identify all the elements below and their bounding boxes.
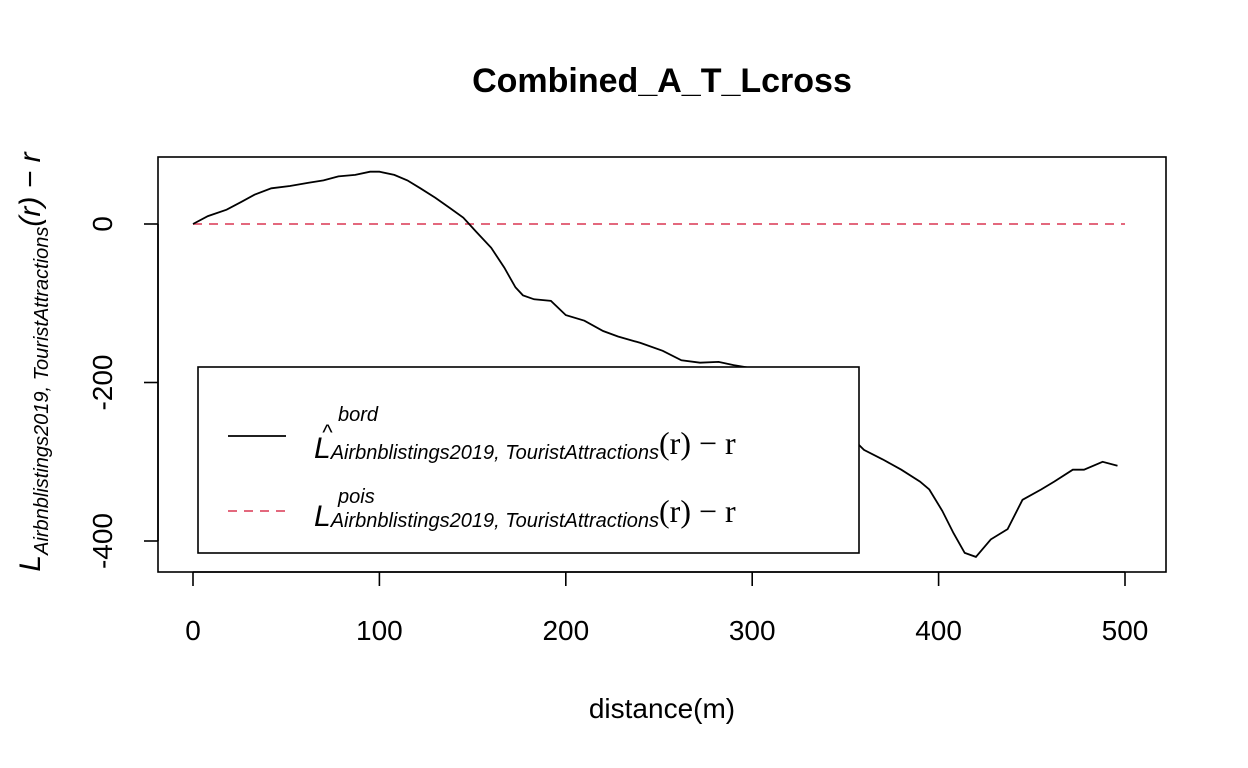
y-axis-label-suffix: (r) − r	[14, 151, 47, 226]
x-tick-label: 400	[915, 615, 962, 646]
series-line-bord	[192, 170, 1118, 558]
legend-entry-bord-base: L	[314, 432, 331, 465]
x-tick-label: 200	[542, 615, 589, 646]
legend-entry-bord-superscript: bord	[338, 404, 379, 426]
x-tick-label: 0	[185, 615, 201, 646]
legend-box	[197, 366, 860, 554]
legend-entry-pois-subscript: Airbnblistings2019, TouristAttractions	[330, 510, 659, 532]
y-tick-label: -200	[87, 354, 118, 410]
x-tick-label: 500	[1102, 615, 1149, 646]
legend-entry-pois-base: L	[314, 500, 331, 533]
y-axis: -400 -200 0	[87, 216, 159, 569]
legend-entry-bord-suffix: (r) − r	[659, 425, 736, 461]
y-tick-label: -400	[87, 513, 118, 569]
chart-title: Combined_A_T_Lcross	[472, 62, 852, 100]
legend-entry-bord-subscript: Airbnblistings2019, TouristAttractions	[330, 442, 659, 464]
legend-entry-pois-superscript: pois	[337, 486, 375, 508]
y-axis-label-subscript: Airbnblistings2019, TouristAttractions	[31, 227, 53, 556]
legend-entry-bord: LAirbnblistings2019, TouristAttractions(…	[314, 425, 736, 465]
plot-series	[192, 170, 1125, 558]
legend-entry-bord-hat: ^	[322, 420, 333, 445]
y-axis-label: LAirbnblistings2019, TouristAttractions(…	[14, 151, 53, 571]
legend: LAirbnblistings2019, TouristAttractions(…	[197, 366, 860, 554]
x-axis-label: distance(m)	[589, 693, 735, 724]
legend-entry-pois-suffix: (r) − r	[659, 493, 736, 529]
y-tick-label: 0	[87, 216, 118, 232]
svg-text:LAirbnblistings2019, TouristAt: LAirbnblistings2019, TouristAttractions(…	[14, 151, 53, 571]
x-tick-label: 100	[356, 615, 403, 646]
legend-entry-pois: LAirbnblistings2019, TouristAttractions(…	[314, 493, 736, 533]
y-axis-label-base: L	[14, 555, 47, 572]
x-axis: 0 100 200 300 400 500	[185, 571, 1149, 646]
x-tick-label: 300	[729, 615, 776, 646]
